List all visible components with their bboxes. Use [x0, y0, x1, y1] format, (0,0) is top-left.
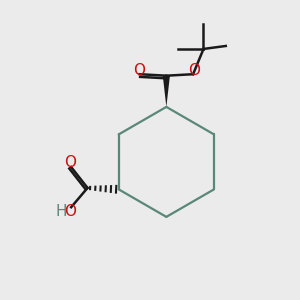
Text: O: O [133, 63, 145, 78]
Text: O: O [64, 205, 76, 220]
Polygon shape [163, 76, 170, 107]
Text: O: O [64, 155, 76, 170]
Text: O: O [189, 63, 201, 78]
Text: H: H [55, 205, 67, 220]
